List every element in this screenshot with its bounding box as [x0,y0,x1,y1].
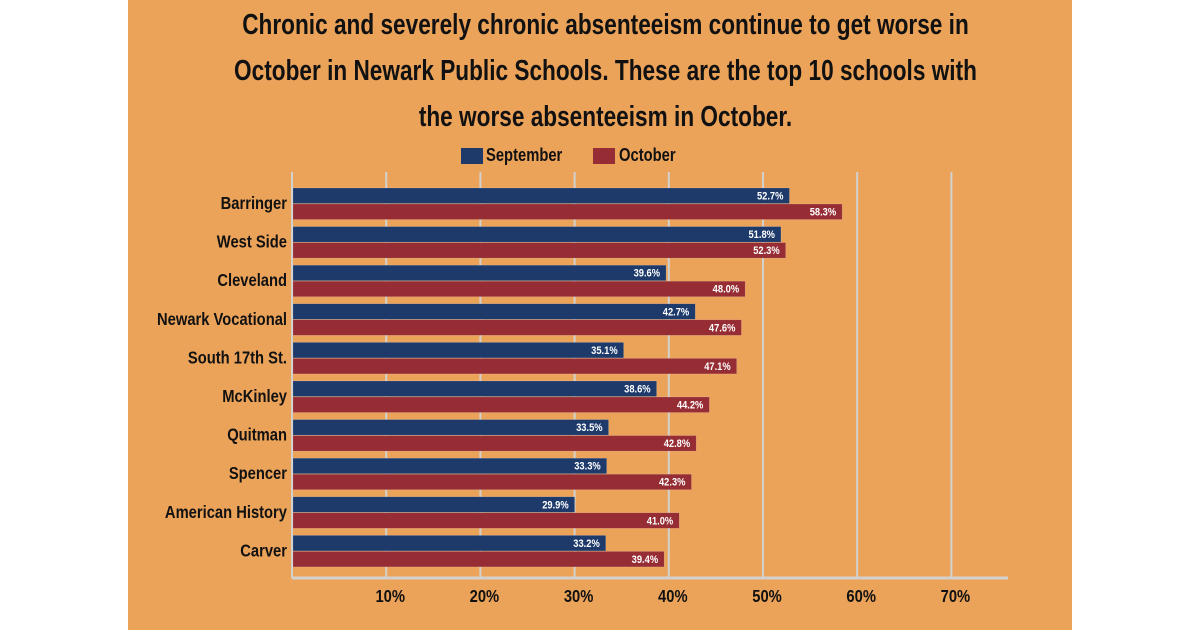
legend-label-september: September [486,145,563,165]
bar-september [292,535,606,552]
bar-october [292,551,665,568]
category-label: American History [165,502,288,522]
x-tick-label: 70% [941,587,971,607]
data-label: 58.3% [810,207,836,219]
data-label: 35.1% [591,345,617,357]
x-tick-label: 20% [470,587,500,607]
bar-october [292,396,710,413]
bar-october [292,435,697,452]
bar-september [292,380,657,397]
bar-october [292,203,843,220]
category-label: South 17th St. [188,348,287,368]
x-tick-label: 10% [375,587,405,607]
data-label: 42.8% [664,438,690,450]
category-label: Quitman [227,425,287,445]
title-line-3: the worse absenteeism in October. [418,101,793,133]
category-label: Cleveland [217,271,287,291]
bar-october [292,512,680,529]
title-line-2: October in Newark Public Schools. These … [234,55,977,87]
x-tick-label: 60% [846,587,876,607]
bar-october [292,358,737,375]
x-tick-label: 50% [752,587,782,607]
legend-swatch-september [461,148,483,164]
legend-swatch-october [593,148,615,164]
bar-september [292,264,667,281]
legend-label-october: October [619,145,676,165]
data-label: 38.6% [624,384,650,396]
bar-september [292,187,790,204]
data-label: 33.2% [573,538,599,550]
chart-title: Chronic and severely chronic absenteeism… [157,2,1054,140]
data-label: 29.9% [542,500,568,512]
category-label: Carver [240,541,287,561]
bar-october [292,473,692,490]
data-label: 33.5% [576,422,602,434]
bar-september [292,496,575,513]
legend: September October [0,145,1200,167]
data-label: 42.3% [659,477,685,489]
bar-october [292,319,742,336]
bar-september [292,342,624,359]
title-line-1: Chronic and severely chronic absenteeism… [242,9,969,41]
bar-september [292,457,607,474]
data-label: 39.4% [632,554,658,566]
category-label: Spencer [229,464,288,484]
data-label: 52.7% [757,191,783,203]
data-label: 52.3% [753,245,779,257]
category-label: West Side [217,232,287,252]
data-label: 41.0% [647,516,673,528]
x-tick-label: 30% [564,587,594,607]
data-label: 33.3% [574,461,600,473]
data-label: 39.6% [634,268,660,280]
x-tick-label: 40% [658,587,688,607]
data-label: 44.2% [677,400,703,412]
data-label: 47.6% [709,323,735,335]
data-label: 42.7% [663,307,689,319]
bar-september [292,303,696,320]
bar-october [292,280,746,297]
data-label: 48.0% [713,284,739,296]
data-label: 51.8% [748,229,774,241]
data-label: 47.1% [704,361,730,373]
category-label: Barringer [221,194,288,214]
category-label: Newark Vocational [157,309,287,329]
bar-september [292,419,609,436]
category-label: McKinley [222,387,287,407]
bar-september [292,226,782,243]
bar-october [292,242,786,259]
